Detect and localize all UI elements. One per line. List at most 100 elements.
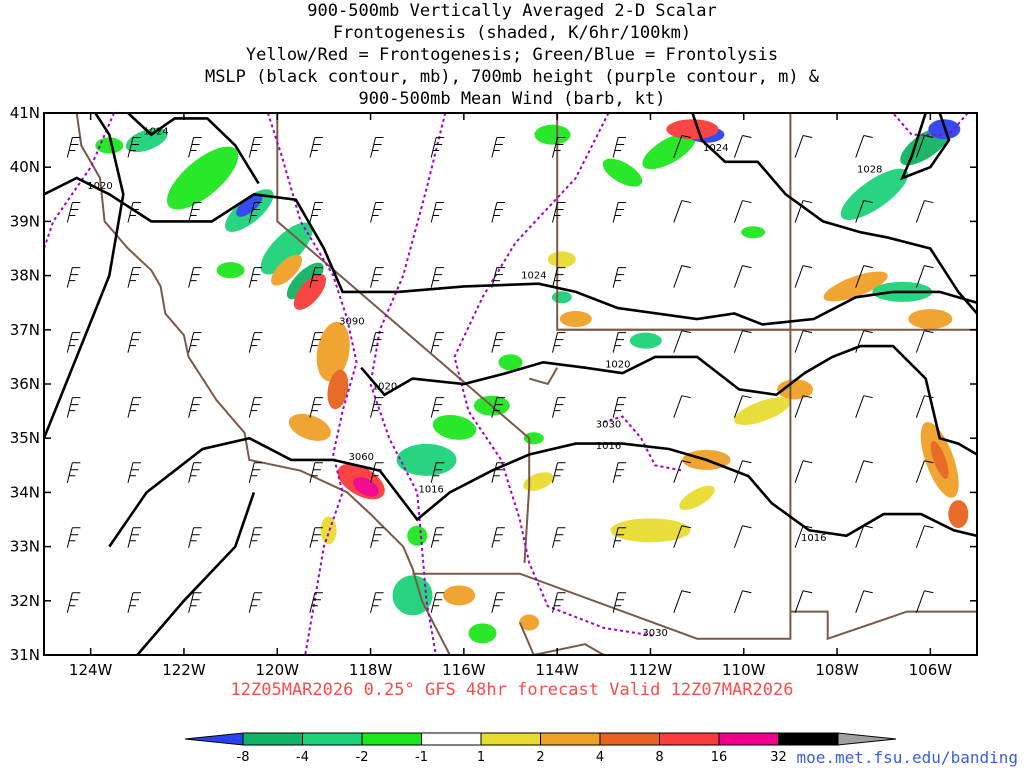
wind-barb-109 [855,460,873,483]
y-tick-label-10: 41N [10,104,40,122]
wind-barb-26 [248,267,263,288]
mslp-label-1: 1020 [87,181,112,192]
axis-group: 124W 122W 120W 118W 116W 114W 112W 110W 108W 106W… [10,104,978,679]
wind-barb-64 [551,137,566,158]
y-tick-label-3: 34N [10,483,40,501]
y-tick-label-4: 35N [10,429,40,447]
shade-blob-5 [271,254,303,286]
wind-barb-50 [430,267,445,288]
wind-barb-42 [370,267,384,288]
height-label-0: 3090 [339,316,364,327]
wind-barb-10 [127,267,141,288]
website-link[interactable]: moe.met.fsu.edu/banding [796,748,1018,767]
shade-blob-37 [523,472,554,491]
wind-barb-97 [794,200,813,223]
wind-barb-94 [733,525,752,548]
colorbar-segment-1 [242,732,303,746]
wind-barb-70 [551,527,566,548]
wind-barb-36 [309,397,323,418]
wind-barb-38 [309,527,323,548]
wind-barb-65 [551,202,566,223]
wind-barb-116 [915,395,934,418]
wind-barb-33 [309,202,323,223]
wind-barb-22 [188,527,202,548]
colorbar-segment-8 [659,732,720,746]
colorbar-segment-10 [778,732,839,746]
wind-barb-24 [248,137,263,158]
shade-blob-4 [286,262,324,300]
y-tick-label-7: 38N [10,267,40,285]
colorbar-segment-6 [540,732,601,746]
wind-barb-32 [309,137,323,158]
shade-blob-15 [547,251,576,268]
wind-barb-72 [612,137,627,158]
height-contour-4 [892,113,969,136]
wind-barb-21 [188,462,202,483]
colorbar-segment-4 [421,732,482,746]
wind-barb-110 [855,525,873,548]
wind-barb-88 [733,135,752,158]
shade-blob-32 [734,397,791,426]
shade-blob-9 [288,413,331,441]
x-tick-label-9: 106W [909,661,953,679]
wind-barb-105 [855,200,873,223]
shade-blob-33 [777,379,814,400]
shade-blob-23 [840,168,909,220]
wind-barb-37 [309,462,323,483]
wind-barb-100 [794,395,813,418]
y-tick-label-9: 40N [10,158,40,176]
wind-barb-83 [673,330,691,353]
wind-barb-4 [66,397,81,418]
mslp-contour-7 [136,491,256,655]
wind-barb-7 [66,592,81,613]
colorbar-label-1: -4 [296,750,309,765]
x-tick-label-1: 122W [162,661,206,679]
wind-barb-17 [188,202,202,223]
shade-blob-13 [432,414,477,440]
shade-blob-7 [316,321,350,382]
wind-barb-92 [733,395,752,418]
shade-blob-30 [930,440,949,479]
wind-barb-55 [430,592,445,613]
wind-barb-74 [612,267,627,288]
wind-barb-108 [855,395,873,418]
title-line-1: 900-500mb Vertically Averaged 2-D Scalar [307,1,717,21]
frontogenesis-shading [95,119,969,644]
wind-barb-6 [66,527,81,548]
title-line-4: MSLP (black contour, mb), 700mb height (… [204,67,820,87]
wind-barb-77 [612,462,627,483]
coastline [75,113,451,655]
colorbar-segment-3 [361,732,422,746]
x-tick-label-6: 112W [629,661,673,679]
wind-barb-98 [794,265,813,288]
height-contour-0 [44,113,115,249]
colorbar-segment-5 [480,732,541,746]
wind-barb-14 [127,527,141,548]
wind-barb-45 [370,462,384,483]
title-line-2: Frontogenesis (shaded, K/6hr/100km) [332,23,692,43]
wind-barb-59 [491,332,505,353]
wind-barb-44 [370,397,384,418]
wind-barb-34 [309,267,323,288]
wind-barb-41 [370,202,384,223]
wind-barb-57 [491,202,505,223]
mslp-label-5: 1024 [703,143,728,154]
wind-barb-78 [612,527,627,548]
shade-blob-22 [741,226,766,239]
wind-barb-86 [673,525,691,548]
shade-blob-18 [642,132,696,170]
wind-barb-107 [855,330,873,353]
colorbar-label-0: -8 [237,750,250,765]
wind-barb-25 [248,202,263,223]
wind-barbs [66,135,934,613]
shade-blob-45 [125,128,168,153]
gulf-coastline [518,622,605,655]
wind-barb-16 [188,137,202,158]
wind-barb-118 [915,525,934,548]
mslp-contour-6 [899,113,951,181]
height-label-1: 3060 [348,452,373,463]
x-tick-label-7: 110W [722,661,766,679]
shade-blob-39 [392,575,433,616]
mslp-label-7: 1016 [596,441,621,452]
shade-blob-12 [396,443,457,476]
